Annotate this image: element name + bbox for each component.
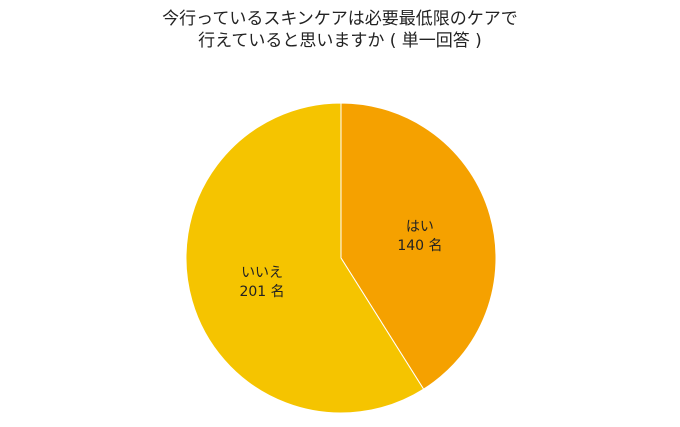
slice-label-0: はい: [406, 219, 434, 235]
slice-label-1: いいえ: [241, 265, 283, 281]
chart-title: 今行っているスキンケアは必要最低限のケアで 行えていると思いますか ( 単一回答…: [0, 8, 680, 52]
slice-value-0: 140 名: [397, 238, 442, 254]
pie-slices: [185, 102, 497, 414]
chart-title-line-1: 今行っているスキンケアは必要最低限のケアで: [162, 9, 518, 29]
slice-value-1: 201 名: [239, 284, 284, 300]
pie-slice-1: [185, 102, 425, 414]
pie-slice-0: [340, 102, 497, 390]
chart-title-line-2: 行えていると思いますか ( 単一回答 ): [198, 31, 482, 51]
